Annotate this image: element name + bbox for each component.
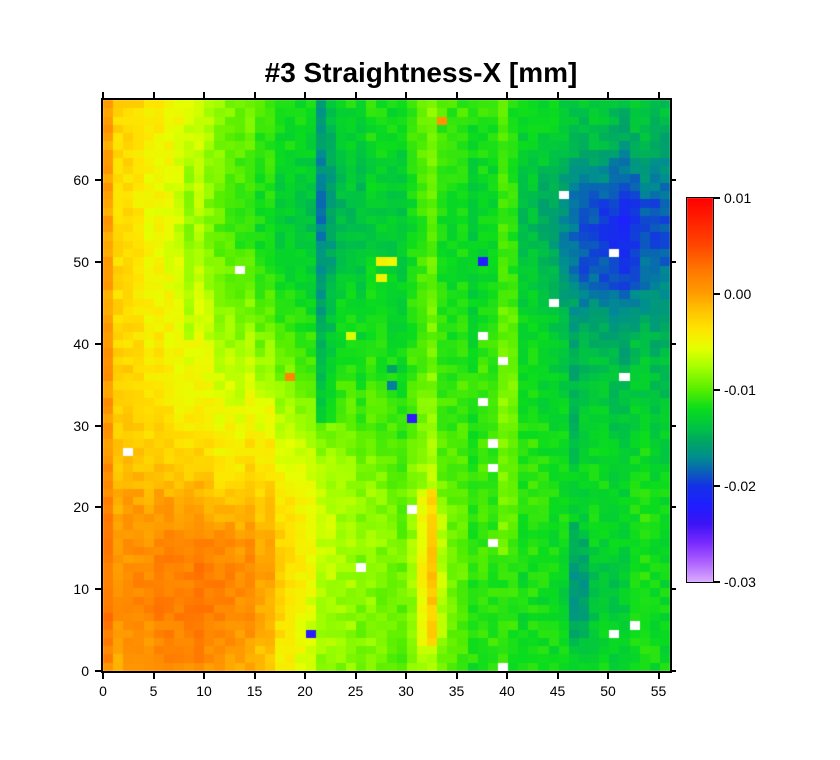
- y-tick-right: [670, 179, 676, 182]
- y-tick-label: 60: [73, 172, 89, 189]
- x-tick-top: [607, 92, 609, 98]
- y-tick: [95, 670, 101, 672]
- x-tick-label: 55: [650, 683, 667, 699]
- x-tick-top: [506, 92, 508, 98]
- y-tick: [95, 424, 101, 427]
- x-tick-label: 40: [499, 683, 515, 699]
- y-tick: [95, 588, 101, 591]
- x-tick-label: 35: [448, 683, 465, 699]
- x-tick-top: [304, 92, 306, 98]
- y-tick: [95, 261, 101, 263]
- x-tick: [506, 673, 508, 679]
- y-tick-right: [670, 424, 676, 427]
- x-tick: [102, 673, 104, 679]
- y-tick: [95, 342, 101, 345]
- y-tick-label: 50: [73, 254, 89, 270]
- y-tick-label: 30: [73, 417, 89, 434]
- x-tick: [253, 673, 256, 679]
- x-tick-top: [354, 92, 357, 98]
- x-tick-label: 50: [600, 683, 616, 699]
- y-tick-right: [670, 261, 676, 263]
- x-tick-top: [203, 92, 205, 98]
- y-tick-right: [670, 588, 676, 591]
- y-tick-label: 40: [73, 335, 89, 352]
- colorbar-tick: [713, 197, 720, 199]
- colorbar-tick-label: 0.00: [724, 286, 752, 302]
- x-tick-top: [253, 92, 256, 98]
- colorbar-tick-label: -0.02: [724, 478, 756, 494]
- x-tick-label: 5: [149, 683, 158, 699]
- x-tick: [203, 673, 205, 679]
- x-tick-top: [657, 92, 660, 98]
- y-tick-label: 10: [73, 581, 89, 598]
- x-tick: [304, 673, 306, 679]
- x-tick-top: [556, 92, 559, 98]
- plot-frame: [101, 98, 672, 673]
- x-tick-top: [152, 92, 155, 98]
- colorbar-tick: [713, 485, 720, 487]
- x-tick: [152, 673, 155, 679]
- colorbar-tick: [713, 293, 720, 295]
- x-tick: [405, 673, 407, 679]
- y-tick-label: 20: [73, 499, 89, 516]
- y-tick: [95, 179, 101, 182]
- x-tick: [354, 673, 357, 679]
- x-tick-label: 10: [196, 683, 212, 699]
- colorbar-tick-label: -0.01: [724, 382, 756, 398]
- x-tick-label: 0: [99, 683, 107, 699]
- colorbar-tick-label: 0.01: [724, 190, 752, 206]
- x-tick-top: [405, 92, 407, 98]
- x-tick-label: 20: [297, 683, 313, 699]
- colorbar-tick: [713, 389, 720, 391]
- y-tick-right: [670, 342, 676, 345]
- x-tick-label: 30: [398, 683, 414, 699]
- x-tick: [556, 673, 559, 679]
- y-tick: [95, 506, 101, 509]
- colorbar-tick-label: -0.03: [724, 574, 756, 590]
- x-tick-label: 15: [246, 683, 263, 699]
- y-tick-right: [670, 670, 676, 672]
- x-tick-top: [102, 92, 104, 98]
- x-tick-label: 25: [347, 683, 364, 699]
- x-tick: [657, 673, 660, 679]
- x-tick: [607, 673, 609, 679]
- y-tick-label: 0: [81, 663, 89, 679]
- colorbar: [686, 197, 714, 583]
- x-tick-label: 45: [549, 683, 566, 699]
- chart-title: #3 Straightness-X [mm]: [264, 57, 578, 88]
- colorbar-tick: [713, 581, 720, 583]
- x-tick: [455, 673, 458, 679]
- x-tick-top: [455, 92, 458, 98]
- y-tick-right: [670, 506, 676, 509]
